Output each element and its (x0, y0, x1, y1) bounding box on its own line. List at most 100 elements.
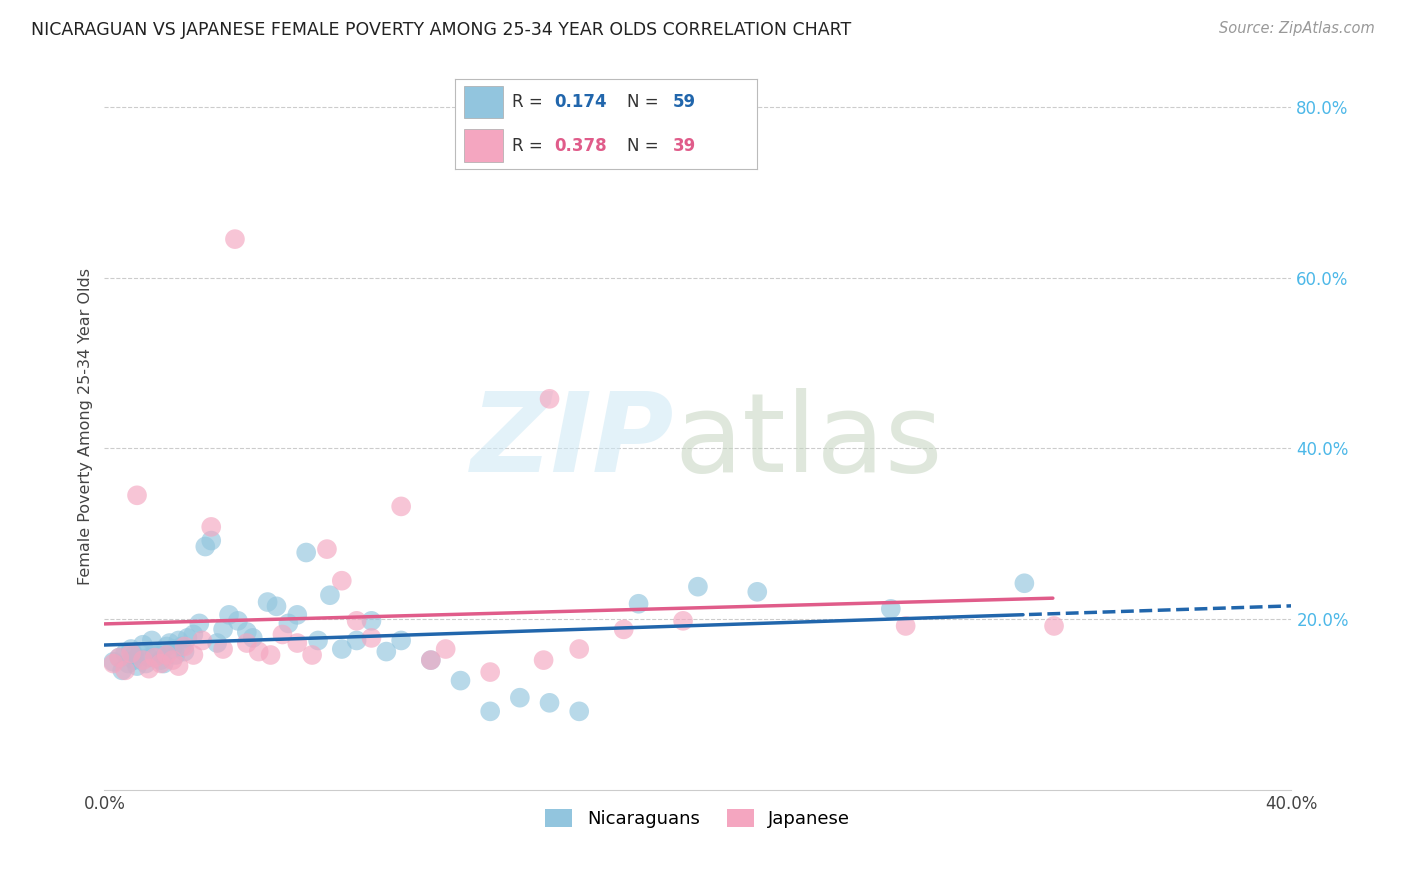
Point (103, 655, 125, 669)
Point (167, 659, 190, 673)
Point (156, 648, 179, 662)
Point (191, 633, 214, 648)
Point (419, 653, 441, 667)
Point (672, 614, 695, 628)
Point (538, 392, 561, 406)
Y-axis label: Female Poverty Among 25-34 Year Olds: Female Poverty Among 25-34 Year Olds (79, 268, 93, 585)
Point (125, 659, 148, 673)
Point (156, 640, 179, 654)
Point (375, 644, 398, 658)
Text: atlas: atlas (675, 388, 942, 495)
Point (285, 636, 308, 650)
Point (316, 542, 339, 557)
Point (167, 633, 190, 648)
Point (346, 614, 368, 628)
Point (479, 665, 502, 679)
Text: ZIP: ZIP (471, 388, 675, 495)
Point (330, 574, 353, 588)
Point (141, 633, 163, 648)
Point (256, 595, 278, 609)
Point (277, 616, 299, 631)
Point (419, 653, 441, 667)
Point (533, 653, 555, 667)
Text: Source: ZipAtlas.com: Source: ZipAtlas.com (1219, 21, 1375, 37)
Point (103, 657, 125, 671)
Point (301, 648, 323, 662)
Point (242, 631, 264, 645)
Point (159, 636, 181, 650)
Point (319, 588, 342, 602)
Point (170, 640, 193, 654)
Point (138, 650, 160, 665)
Point (120, 646, 142, 660)
Point (894, 619, 917, 633)
Point (295, 545, 318, 559)
Point (389, 500, 412, 514)
Point (568, 642, 591, 657)
Point (143, 650, 166, 665)
Point (212, 623, 235, 637)
Point (686, 580, 709, 594)
Point (224, 232, 246, 246)
Point (259, 648, 281, 662)
Point (173, 644, 195, 658)
Point (162, 653, 184, 667)
Point (146, 648, 169, 662)
Point (307, 633, 329, 648)
Point (132, 638, 155, 652)
Point (173, 640, 195, 654)
Point (360, 631, 382, 645)
Point (135, 657, 157, 671)
Point (627, 597, 650, 611)
Text: NICARAGUAN VS JAPANESE FEMALE POVERTY AMONG 25-34 YEAR OLDS CORRELATION CHART: NICARAGUAN VS JAPANESE FEMALE POVERTY AM… (31, 21, 851, 39)
Point (1043, 619, 1066, 633)
Point (165, 648, 187, 662)
Point (114, 664, 136, 678)
Point (880, 602, 903, 616)
Point (1014, 576, 1036, 591)
Point (568, 704, 591, 718)
Point (183, 648, 205, 662)
Point (183, 627, 205, 641)
Point (271, 627, 294, 641)
Point (149, 657, 172, 671)
Point (125, 488, 148, 502)
Point (132, 653, 155, 667)
Point (129, 644, 152, 658)
Point (200, 520, 222, 534)
Point (218, 607, 240, 622)
Point (236, 636, 259, 650)
Legend: Nicaraguans, Japanese: Nicaraguans, Japanese (538, 802, 858, 835)
Point (212, 642, 235, 657)
Point (122, 653, 145, 667)
Point (389, 633, 412, 648)
Point (236, 624, 259, 639)
Point (747, 584, 769, 599)
Point (149, 653, 172, 667)
Point (162, 642, 184, 657)
Point (117, 657, 139, 671)
Point (613, 623, 636, 637)
Point (247, 644, 270, 658)
Point (538, 696, 561, 710)
Point (360, 614, 382, 628)
Point (138, 662, 160, 676)
Point (285, 607, 308, 622)
Point (114, 646, 136, 660)
Point (143, 646, 166, 660)
Point (479, 704, 502, 718)
Point (509, 690, 531, 705)
Point (108, 650, 131, 665)
Point (152, 657, 174, 671)
Point (226, 614, 249, 628)
Point (108, 650, 131, 665)
Point (176, 631, 198, 645)
Point (205, 636, 228, 650)
Point (346, 633, 368, 648)
Point (111, 664, 134, 678)
Point (200, 533, 222, 548)
Point (434, 642, 457, 657)
Point (122, 648, 145, 662)
Point (330, 642, 353, 657)
Point (450, 673, 472, 688)
